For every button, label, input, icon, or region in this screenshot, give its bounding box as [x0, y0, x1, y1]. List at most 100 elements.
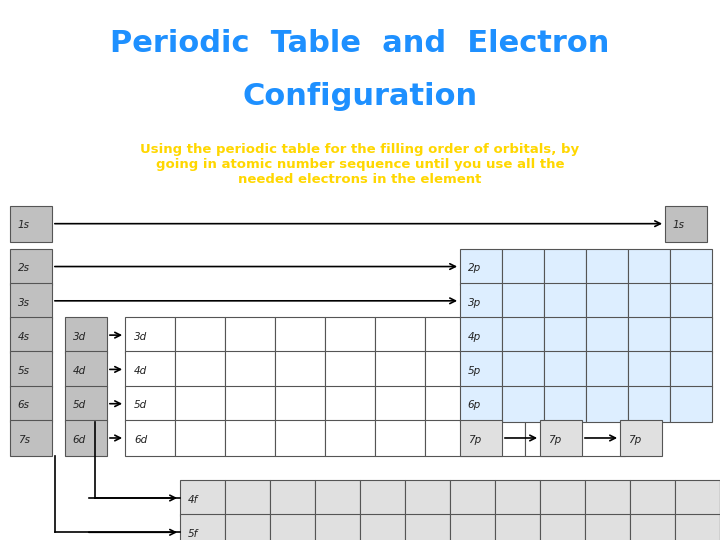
FancyBboxPatch shape	[670, 352, 712, 387]
Text: 4p: 4p	[467, 332, 481, 342]
FancyBboxPatch shape	[544, 386, 586, 422]
FancyBboxPatch shape	[10, 420, 52, 456]
FancyBboxPatch shape	[180, 514, 225, 540]
FancyBboxPatch shape	[670, 248, 712, 285]
Text: 2p: 2p	[467, 264, 481, 273]
FancyBboxPatch shape	[575, 420, 625, 456]
FancyBboxPatch shape	[630, 480, 675, 516]
FancyBboxPatch shape	[270, 514, 315, 540]
FancyBboxPatch shape	[175, 420, 225, 456]
FancyBboxPatch shape	[544, 352, 586, 387]
Text: 4d: 4d	[134, 366, 148, 376]
Text: 1s: 1s	[17, 220, 30, 231]
Text: 5d: 5d	[134, 401, 148, 410]
FancyBboxPatch shape	[425, 386, 475, 422]
Text: 5f: 5f	[188, 529, 198, 539]
Text: 3d: 3d	[134, 332, 148, 342]
FancyBboxPatch shape	[450, 514, 495, 540]
FancyBboxPatch shape	[525, 420, 575, 456]
FancyBboxPatch shape	[65, 386, 107, 422]
Text: 7p: 7p	[467, 435, 481, 445]
FancyBboxPatch shape	[628, 248, 670, 285]
FancyBboxPatch shape	[125, 386, 175, 422]
Text: 6p: 6p	[467, 401, 481, 410]
FancyBboxPatch shape	[586, 317, 628, 353]
FancyBboxPatch shape	[225, 386, 275, 422]
FancyBboxPatch shape	[375, 386, 425, 422]
FancyBboxPatch shape	[586, 283, 628, 319]
FancyBboxPatch shape	[225, 514, 270, 540]
FancyBboxPatch shape	[665, 206, 707, 242]
FancyBboxPatch shape	[375, 352, 425, 387]
FancyBboxPatch shape	[475, 352, 525, 387]
FancyBboxPatch shape	[495, 514, 540, 540]
Text: Using the periodic table for the filling order of orbitals, by
going in atomic n: Using the periodic table for the filling…	[140, 143, 580, 186]
FancyBboxPatch shape	[475, 420, 525, 456]
FancyBboxPatch shape	[544, 283, 586, 319]
FancyBboxPatch shape	[125, 317, 175, 353]
FancyBboxPatch shape	[575, 352, 625, 387]
FancyBboxPatch shape	[670, 283, 712, 319]
FancyBboxPatch shape	[540, 514, 585, 540]
FancyBboxPatch shape	[540, 420, 582, 456]
FancyBboxPatch shape	[628, 386, 670, 422]
FancyBboxPatch shape	[502, 317, 544, 353]
FancyBboxPatch shape	[670, 386, 712, 422]
Text: 7s: 7s	[17, 435, 30, 445]
FancyBboxPatch shape	[675, 480, 720, 516]
Text: 1s: 1s	[672, 220, 685, 231]
FancyBboxPatch shape	[270, 480, 315, 516]
FancyBboxPatch shape	[585, 514, 630, 540]
FancyBboxPatch shape	[502, 283, 544, 319]
FancyBboxPatch shape	[10, 248, 52, 285]
FancyBboxPatch shape	[460, 283, 502, 319]
Text: 6d: 6d	[134, 435, 148, 445]
FancyBboxPatch shape	[10, 352, 52, 387]
FancyBboxPatch shape	[585, 480, 630, 516]
Text: 3p: 3p	[467, 298, 481, 308]
FancyBboxPatch shape	[65, 352, 107, 387]
FancyBboxPatch shape	[670, 317, 712, 353]
FancyBboxPatch shape	[628, 283, 670, 319]
FancyBboxPatch shape	[360, 514, 405, 540]
Text: Configuration: Configuration	[243, 83, 477, 111]
FancyBboxPatch shape	[175, 317, 225, 353]
FancyBboxPatch shape	[544, 317, 586, 353]
FancyBboxPatch shape	[460, 352, 502, 387]
FancyBboxPatch shape	[495, 480, 540, 516]
Text: 3d: 3d	[73, 332, 86, 342]
FancyBboxPatch shape	[628, 352, 670, 387]
FancyBboxPatch shape	[575, 386, 625, 422]
FancyBboxPatch shape	[325, 317, 375, 353]
FancyBboxPatch shape	[315, 480, 360, 516]
FancyBboxPatch shape	[225, 317, 275, 353]
FancyBboxPatch shape	[425, 352, 475, 387]
FancyBboxPatch shape	[315, 514, 360, 540]
FancyBboxPatch shape	[275, 386, 325, 422]
FancyBboxPatch shape	[620, 420, 662, 456]
FancyBboxPatch shape	[360, 480, 405, 516]
Text: 5p: 5p	[467, 366, 481, 376]
FancyBboxPatch shape	[502, 352, 544, 387]
Text: 2s: 2s	[17, 264, 30, 273]
FancyBboxPatch shape	[65, 420, 107, 456]
FancyBboxPatch shape	[475, 386, 525, 422]
FancyBboxPatch shape	[425, 420, 475, 456]
Text: 7p: 7p	[628, 435, 641, 445]
FancyBboxPatch shape	[405, 514, 450, 540]
Text: 3s: 3s	[17, 298, 30, 308]
FancyBboxPatch shape	[586, 352, 628, 387]
FancyBboxPatch shape	[544, 248, 586, 285]
Text: Periodic  Table  and  Electron: Periodic Table and Electron	[110, 29, 610, 58]
FancyBboxPatch shape	[525, 386, 575, 422]
FancyBboxPatch shape	[575, 317, 625, 353]
FancyBboxPatch shape	[540, 480, 585, 516]
Text: 6d: 6d	[73, 435, 86, 445]
FancyBboxPatch shape	[425, 317, 475, 353]
FancyBboxPatch shape	[460, 248, 502, 285]
FancyBboxPatch shape	[502, 386, 544, 422]
FancyBboxPatch shape	[225, 480, 270, 516]
FancyBboxPatch shape	[10, 317, 52, 353]
FancyBboxPatch shape	[275, 420, 325, 456]
FancyBboxPatch shape	[125, 352, 175, 387]
